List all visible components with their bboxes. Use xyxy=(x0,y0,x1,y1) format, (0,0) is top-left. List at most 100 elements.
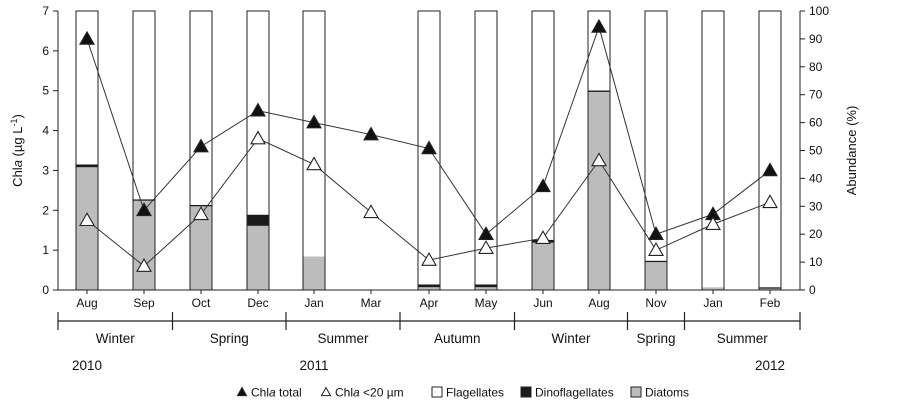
right-axis-title: Abundance (%) xyxy=(844,106,859,196)
bar-segment-dinoflagellates xyxy=(247,214,269,226)
x-tick-label: Jan xyxy=(304,296,323,310)
left-tick-label: 0 xyxy=(42,283,49,297)
right-tick-label: 40 xyxy=(809,171,823,185)
season-label: Autumn xyxy=(434,331,481,346)
left-axis-title-sup: -1 xyxy=(9,119,19,127)
x-tick-label: Feb xyxy=(760,296,781,310)
bar-segment-diatoms xyxy=(588,91,610,290)
chl-small-point xyxy=(535,230,551,244)
x-tick-label: Dec xyxy=(247,296,268,310)
chl-small-point xyxy=(193,206,209,221)
bar-segment-dinoflagellates xyxy=(475,284,497,288)
left-axis-title-suffix: (µg L xyxy=(10,127,25,161)
bar-segment-diatoms xyxy=(303,256,325,290)
bar-segment-dinoflagellates xyxy=(418,284,440,288)
season-label: Winter xyxy=(96,331,136,346)
x-axis: Aug Sep Oct Dec Jan Mar Apr May Jun Aug Nov Jan Feb xyxy=(76,290,781,310)
chl-total-point xyxy=(478,226,494,240)
bar-segment-diatoms xyxy=(190,206,212,290)
chl-total-point xyxy=(250,102,266,117)
x-tick-label: Mar xyxy=(361,296,382,310)
chl-small-point xyxy=(363,204,379,219)
bar-segment-diatoms xyxy=(247,225,269,290)
x-tick-label: May xyxy=(475,296,498,310)
bar-segment-dinoflagellates xyxy=(133,199,155,201)
bar-segment-dinoflagellates xyxy=(645,260,667,263)
line-series-group xyxy=(79,18,778,272)
season-label: Spring xyxy=(636,331,675,346)
right-tick-label: 100 xyxy=(809,4,829,18)
legend-label: Chla total xyxy=(251,386,302,400)
left-tick-label: 5 xyxy=(42,84,49,98)
bar-segment-flagellates xyxy=(133,11,155,200)
legend-label: Diatoms xyxy=(645,386,689,400)
right-tick-label: 80 xyxy=(809,60,823,74)
x-tick-label: Jun xyxy=(533,296,552,310)
bar-segment-diatoms xyxy=(532,242,554,290)
chl-total-point xyxy=(193,138,209,153)
legend-marker xyxy=(431,386,443,398)
right-tick-label: 30 xyxy=(809,199,823,213)
chl-total-point xyxy=(421,140,437,155)
year-label: 2010 xyxy=(72,358,102,373)
chl-small-point xyxy=(250,130,266,145)
year-label: 2012 xyxy=(755,358,785,373)
chl-small-point xyxy=(306,156,322,171)
left-axis-title-close: ) xyxy=(10,114,25,118)
chl-small-point xyxy=(79,212,95,227)
chl-total-point xyxy=(363,126,379,141)
year-label: 2011 xyxy=(299,358,328,373)
bar-segment-diatoms xyxy=(76,167,98,290)
bar-segment-flagellates xyxy=(645,11,667,261)
bar-segment-diatoms xyxy=(759,288,781,290)
left-tick-label: 1 xyxy=(42,243,49,257)
right-tick-label: 20 xyxy=(809,227,823,241)
left-axis-title: Chla (µg L-1) xyxy=(9,114,25,187)
season-band: Winter Spring Summer Autumn Winter Spring Summ… xyxy=(57,312,801,373)
bar-segment-flagellates xyxy=(190,11,212,205)
legend-label-prefix: Flagellates xyxy=(446,386,504,400)
legend-label: Flagellates xyxy=(446,386,504,400)
legend-label-suffix: <20 µm xyxy=(360,386,404,400)
left-tick-label: 7 xyxy=(42,4,49,18)
season-label: Summer xyxy=(317,331,369,346)
bar-segment-diatoms xyxy=(645,262,667,290)
legend-label-prefix: Chl xyxy=(251,386,269,400)
x-tick-label: Oct xyxy=(192,296,211,310)
bar-segment-flagellates xyxy=(303,11,325,257)
left-tick-label: 3 xyxy=(42,163,49,177)
season-label: Spring xyxy=(210,331,249,346)
legend-label-italic: a xyxy=(269,386,276,400)
bar-segment-dinoflagellates xyxy=(588,90,610,92)
left-tick-label: 2 xyxy=(42,203,49,217)
chl-total-point xyxy=(591,18,607,33)
x-tick-label: Sep xyxy=(133,296,155,310)
x-tick-label: Aug xyxy=(76,296,97,310)
right-tick-label: 70 xyxy=(809,88,823,102)
season-label: Winter xyxy=(551,331,591,346)
bar-segment-diatoms xyxy=(475,287,497,290)
legend-label: Chla <20 µm xyxy=(335,386,404,400)
chl-total-point xyxy=(306,114,322,129)
bar-segment-dinoflagellates xyxy=(759,287,781,289)
chl-small-point xyxy=(421,251,437,266)
chl-small-point xyxy=(648,242,664,256)
bar-segment-flagellates xyxy=(475,11,497,285)
bar-segment-flagellates xyxy=(759,11,781,288)
chl-small-point xyxy=(591,152,607,167)
bar-segment-flagellates xyxy=(532,11,554,240)
chl-total-point xyxy=(535,178,551,193)
left-axis-title-prefix: Chl xyxy=(10,167,25,187)
right-tick-label: 60 xyxy=(809,116,823,130)
left-tick-label: 6 xyxy=(42,44,49,58)
left-axis-title-italic: a xyxy=(10,160,25,167)
legend-label-prefix: Chl xyxy=(335,386,353,400)
season-label: Summer xyxy=(717,331,769,346)
chl-total-point xyxy=(79,30,95,45)
legend-label-suffix: total xyxy=(276,386,302,400)
bar-segment-flagellates xyxy=(76,11,98,165)
right-tick-label: 90 xyxy=(809,32,823,46)
legend-marker xyxy=(320,386,332,397)
